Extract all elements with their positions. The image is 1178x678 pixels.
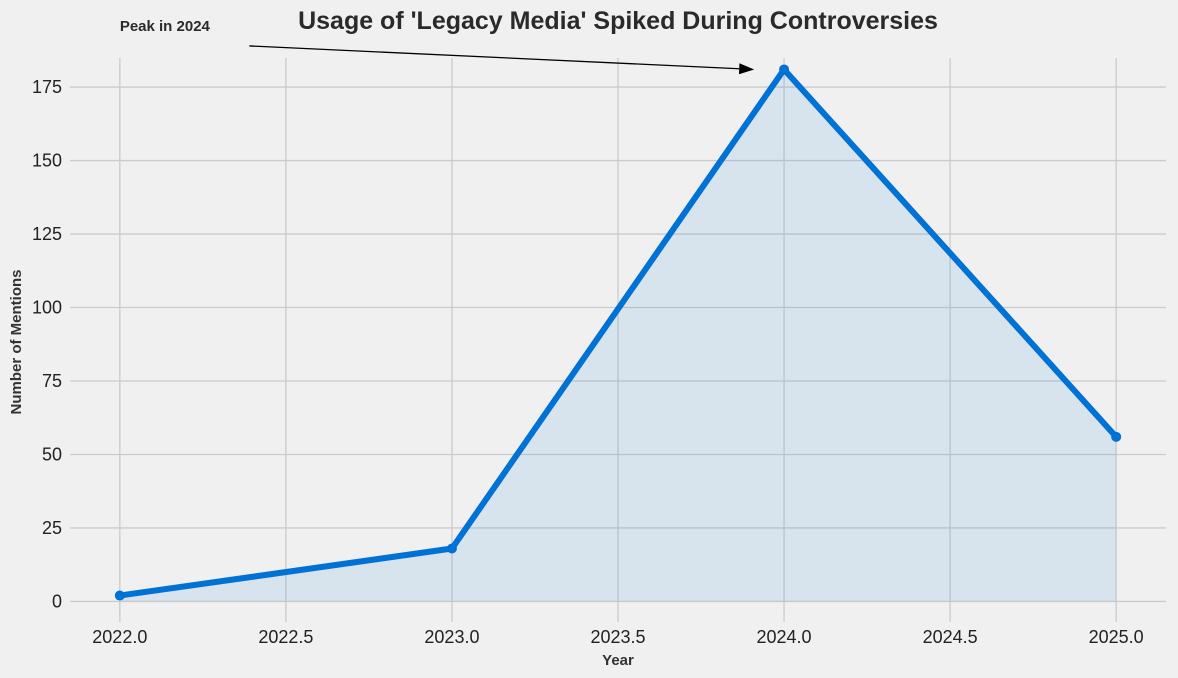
data-point-2022 xyxy=(114,590,125,601)
y-tick-label: 50 xyxy=(42,444,62,464)
x-tick-label: 2024.5 xyxy=(923,627,978,647)
y-axis-ticks: 0 25 50 75 100 125 150 175 xyxy=(32,77,62,611)
y-tick-label: 0 xyxy=(52,591,62,611)
grid xyxy=(70,58,1166,622)
data-points xyxy=(114,64,1122,601)
chart-title: Usage of 'Legacy Media' Spiked During Co… xyxy=(298,7,938,35)
annotations: Peak in 2024 xyxy=(120,18,755,75)
area-fill xyxy=(119,69,1117,602)
x-tick-label: 2022.0 xyxy=(92,627,147,647)
y-axis-label: Number of Mentions xyxy=(8,270,25,415)
peak-annotation-text: Peak in 2024 xyxy=(120,18,211,35)
area-fill-series-0 xyxy=(119,69,1117,602)
y-tick-label: 125 xyxy=(32,224,62,244)
y-tick-label: 100 xyxy=(32,298,62,318)
series-line-0 xyxy=(116,66,1120,599)
data-point-2025 xyxy=(1111,431,1122,442)
data-point-2023 xyxy=(446,543,457,554)
x-tick-label: 2023.5 xyxy=(590,627,645,647)
x-tick-label: 2024.0 xyxy=(757,627,812,647)
x-tick-label: 2025.0 xyxy=(1089,627,1144,647)
annotation-arrow-line xyxy=(249,45,740,70)
x-axis-label: Year xyxy=(602,652,634,669)
y-tick-label: 150 xyxy=(32,151,62,171)
y-tick-label: 25 xyxy=(42,518,62,538)
annotation-arrow-head xyxy=(738,63,755,75)
x-tick-label: 2023.0 xyxy=(424,627,479,647)
x-tick-label: 2022.5 xyxy=(258,627,313,647)
y-tick-label: 75 xyxy=(42,371,62,391)
data-point-2024 xyxy=(779,64,790,75)
y-tick-label: 175 xyxy=(32,77,62,97)
series-line xyxy=(116,66,1120,599)
x-axis-ticks: 2022.0 2022.5 2023.0 2023.5 2024.0 2024.5 2025… xyxy=(92,627,1143,647)
